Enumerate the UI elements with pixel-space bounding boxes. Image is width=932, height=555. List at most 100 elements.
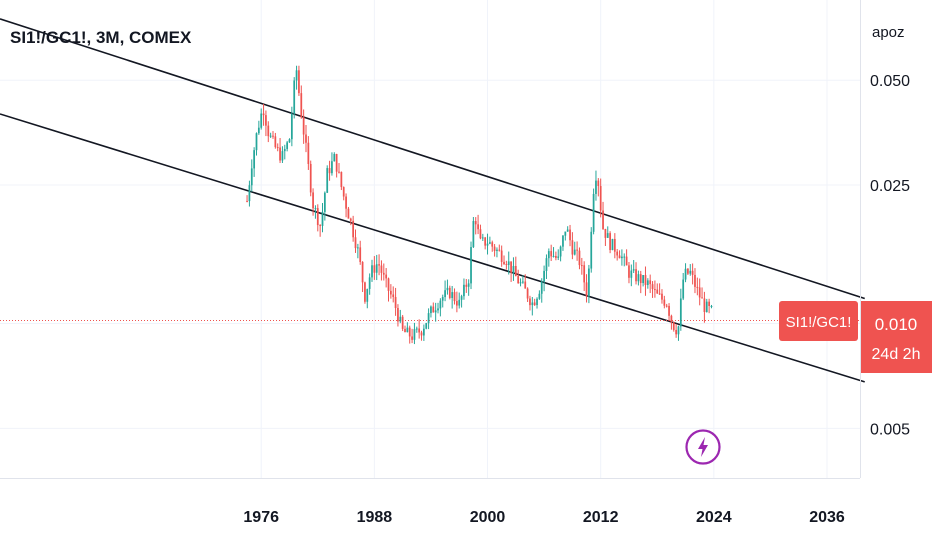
- candle-body: [519, 282, 522, 284]
- candle-body: [418, 328, 421, 333]
- candle-body: [547, 251, 550, 259]
- candle-body: [576, 249, 578, 251]
- candle-body: [694, 274, 696, 287]
- candle-body: [557, 256, 560, 258]
- candle-body: [338, 171, 340, 173]
- grid-layer: [0, 0, 860, 478]
- candle-body: [326, 168, 329, 193]
- y-tick-label: 0.050: [870, 73, 910, 90]
- candle-body: [415, 328, 418, 330]
- x-tick-label: 2024: [696, 509, 732, 526]
- candle-body: [333, 154, 336, 162]
- candle-body: [661, 293, 663, 300]
- candle-body: [630, 270, 633, 278]
- candle-body: [439, 300, 442, 309]
- candle-body: [361, 261, 364, 283]
- candle-body: [288, 139, 291, 143]
- candle-body: [382, 272, 385, 275]
- candle-body: [684, 268, 687, 280]
- candle-body: [302, 117, 305, 135]
- candle-body: [300, 93, 303, 118]
- candle-body: [522, 281, 524, 283]
- candle-body: [276, 147, 279, 149]
- candle-body: [569, 229, 571, 241]
- trend-line: [0, 113, 865, 383]
- chart-title: SI1!/GC1!, 3M, COMEX: [10, 28, 192, 47]
- candle-body: [536, 298, 538, 306]
- candle-body: [279, 147, 281, 161]
- symbol-label-text: SI1!/GC1!: [786, 314, 852, 331]
- candle-body: [588, 268, 590, 297]
- candle-body: [571, 240, 574, 255]
- candle-body: [427, 313, 430, 324]
- candle-body: [651, 284, 654, 290]
- candle-body: [248, 185, 251, 202]
- candle-body: [543, 270, 545, 282]
- candle-body: [408, 327, 411, 337]
- candle-body: [679, 298, 682, 327]
- candle-body: [422, 328, 425, 336]
- candle-body: [298, 70, 300, 94]
- candle-body: [451, 292, 454, 298]
- candle-body: [453, 292, 456, 302]
- candle-body: [566, 229, 569, 232]
- candle-body: [460, 296, 463, 300]
- candle-body: [305, 134, 307, 143]
- candle-body: [526, 288, 529, 299]
- candle-body: [321, 211, 324, 226]
- candle-body: [689, 270, 692, 274]
- x-tick-label: 2036: [809, 509, 845, 526]
- candle-body: [696, 286, 699, 288]
- candle-body: [609, 233, 611, 251]
- candle-body: [616, 251, 619, 256]
- candle-body: [512, 266, 515, 273]
- candle-body: [545, 258, 548, 271]
- lightning-icon[interactable]: [685, 429, 721, 465]
- candle-body: [531, 302, 534, 306]
- candle-body: [672, 322, 675, 330]
- candle-body: [649, 280, 652, 285]
- author-username[interactable]: apoz: [872, 24, 905, 41]
- x-tick-label: 1988: [357, 509, 393, 526]
- candle-body: [646, 280, 649, 285]
- symbol-label-box: [779, 301, 858, 341]
- candle-body: [514, 266, 517, 277]
- candle-body: [262, 113, 265, 116]
- x-tick-label: 1976: [243, 509, 279, 526]
- candle-body: [392, 294, 395, 297]
- candle-body: [663, 299, 666, 306]
- candle-body: [590, 231, 593, 269]
- candle-body: [691, 270, 694, 275]
- candle-body: [710, 305, 713, 307]
- candle-body: [552, 255, 555, 257]
- candle-body: [397, 307, 399, 322]
- candle-body: [385, 274, 388, 279]
- candle-body: [670, 315, 673, 323]
- candle-body: [389, 290, 392, 295]
- candle-body: [253, 150, 256, 169]
- candle-body: [484, 237, 487, 246]
- candle-body: [621, 256, 623, 259]
- candle-body: [345, 196, 347, 209]
- candle-body: [307, 142, 310, 164]
- candle-body: [356, 247, 359, 249]
- candle-body: [465, 284, 468, 287]
- axis-layer: 0.0500.0250.0100.00519761988200020122024…: [0, 0, 910, 526]
- candle-body: [562, 235, 564, 247]
- candle-body: [319, 225, 322, 227]
- candle-body: [583, 265, 586, 283]
- y-tick-label: 0.005: [870, 421, 910, 438]
- candle-body: [281, 151, 284, 161]
- candle-body: [613, 238, 616, 252]
- y-tick-label: 0.025: [870, 178, 910, 195]
- candle-body: [250, 168, 253, 186]
- candle-body: [375, 264, 378, 273]
- candle-body: [703, 298, 706, 313]
- candle-body: [597, 180, 600, 187]
- candle-body: [323, 192, 326, 212]
- candle-body: [611, 238, 614, 251]
- candle-body: [295, 70, 298, 81]
- candle-body: [352, 220, 355, 238]
